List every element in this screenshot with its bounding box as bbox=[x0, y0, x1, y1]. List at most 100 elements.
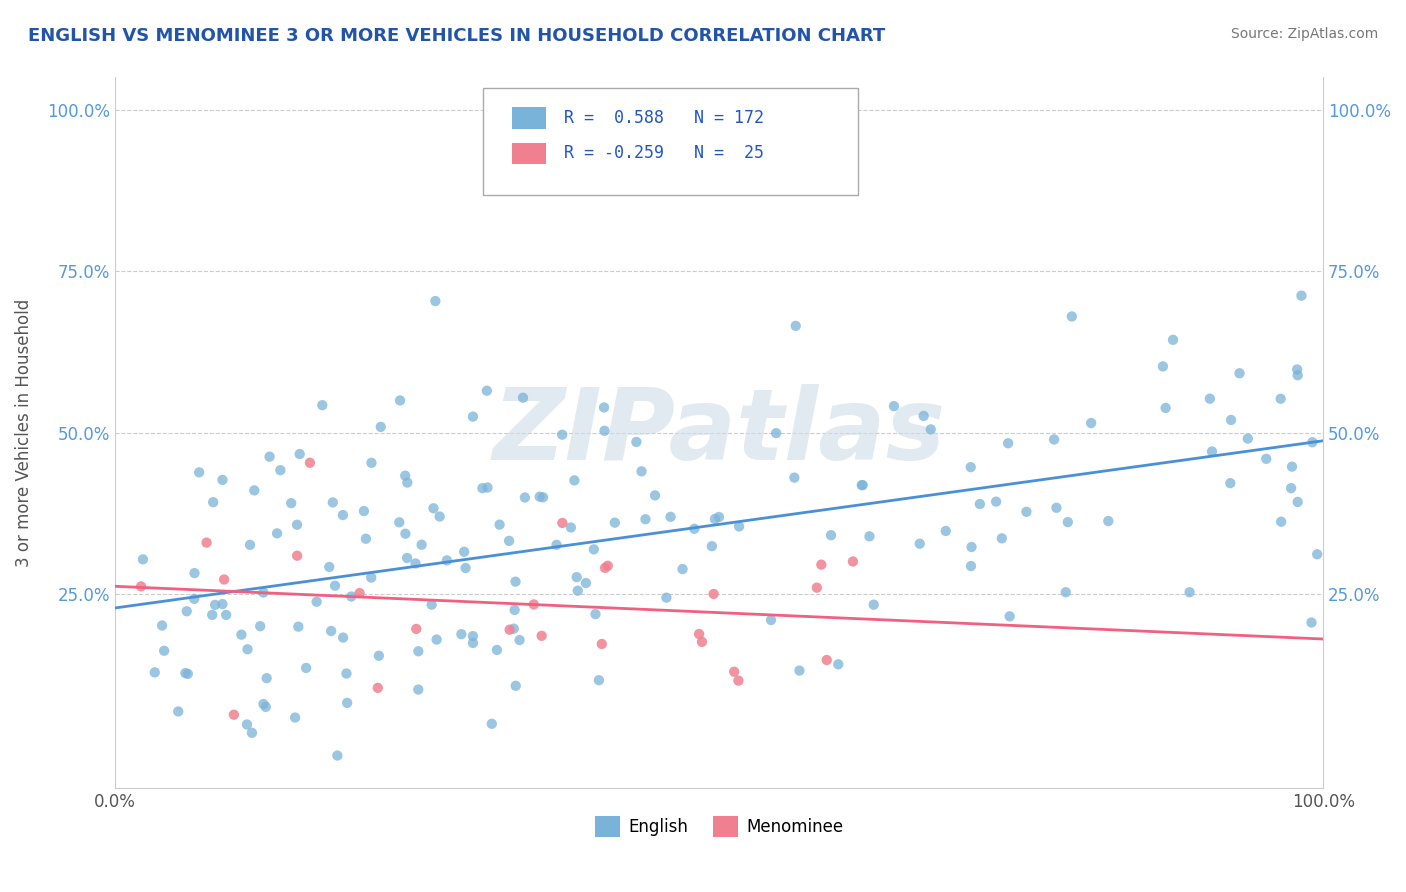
Point bbox=[1291, 288, 1313, 302]
FancyBboxPatch shape bbox=[484, 88, 858, 194]
Point bbox=[349, 586, 371, 600]
Point bbox=[475, 384, 498, 398]
Point bbox=[285, 517, 308, 532]
Point bbox=[425, 293, 447, 308]
Point bbox=[920, 422, 942, 436]
Point bbox=[280, 496, 302, 510]
Point bbox=[560, 520, 582, 534]
Point bbox=[596, 558, 619, 573]
Point bbox=[1054, 585, 1077, 599]
Point bbox=[1154, 401, 1177, 415]
Text: R = -0.259   N =  25: R = -0.259 N = 25 bbox=[564, 145, 765, 162]
Point bbox=[806, 581, 828, 595]
Point bbox=[176, 604, 198, 618]
Point bbox=[862, 598, 884, 612]
Point bbox=[323, 579, 346, 593]
Point bbox=[505, 679, 527, 693]
Point bbox=[634, 512, 657, 526]
Point bbox=[269, 463, 291, 477]
Point bbox=[259, 450, 281, 464]
Point bbox=[239, 538, 262, 552]
Point bbox=[222, 707, 245, 722]
Point bbox=[405, 622, 427, 636]
Point bbox=[240, 726, 263, 740]
FancyBboxPatch shape bbox=[512, 143, 546, 164]
Point bbox=[1286, 362, 1309, 376]
Point bbox=[626, 434, 648, 449]
Point bbox=[810, 558, 832, 572]
Point bbox=[436, 553, 458, 567]
Point bbox=[311, 398, 333, 412]
Point bbox=[388, 516, 411, 530]
Point bbox=[567, 583, 589, 598]
Point bbox=[789, 664, 811, 678]
Point bbox=[420, 598, 443, 612]
Point bbox=[243, 483, 266, 498]
Point bbox=[453, 545, 475, 559]
Point bbox=[195, 535, 218, 549]
Point bbox=[1301, 435, 1323, 450]
Point bbox=[485, 643, 508, 657]
Point bbox=[212, 573, 235, 587]
Point bbox=[394, 526, 416, 541]
Point bbox=[575, 576, 598, 591]
Point bbox=[461, 409, 484, 424]
Point bbox=[1198, 392, 1220, 406]
Point bbox=[765, 426, 787, 441]
Point bbox=[426, 632, 449, 647]
Point bbox=[322, 495, 344, 509]
Point bbox=[408, 644, 430, 658]
Point bbox=[353, 504, 375, 518]
Point bbox=[1236, 432, 1258, 446]
Point bbox=[582, 542, 605, 557]
Point bbox=[370, 420, 392, 434]
Point bbox=[405, 557, 427, 571]
Point bbox=[340, 590, 363, 604]
Point bbox=[503, 603, 526, 617]
Point bbox=[546, 538, 568, 552]
Point bbox=[211, 597, 233, 611]
Point bbox=[252, 585, 274, 599]
Point bbox=[132, 552, 155, 566]
Point bbox=[236, 642, 259, 657]
Point bbox=[231, 628, 253, 642]
Point bbox=[630, 464, 652, 478]
Point bbox=[551, 516, 574, 530]
Point bbox=[785, 318, 807, 333]
Point bbox=[1043, 433, 1066, 447]
Point bbox=[1220, 413, 1243, 427]
Point bbox=[565, 570, 588, 584]
Point bbox=[204, 598, 226, 612]
Point bbox=[295, 661, 318, 675]
Point bbox=[288, 447, 311, 461]
Point bbox=[284, 710, 307, 724]
Point bbox=[683, 522, 706, 536]
Point bbox=[659, 509, 682, 524]
Point bbox=[1301, 615, 1323, 630]
Point bbox=[326, 748, 349, 763]
Point bbox=[461, 636, 484, 650]
Point bbox=[1152, 359, 1174, 374]
Point bbox=[551, 427, 574, 442]
Point bbox=[298, 456, 321, 470]
Point bbox=[174, 666, 197, 681]
Point bbox=[529, 490, 551, 504]
Point bbox=[530, 629, 553, 643]
Text: ZIPatlas: ZIPatlas bbox=[492, 384, 945, 481]
Point bbox=[354, 532, 377, 546]
Point bbox=[211, 473, 233, 487]
Y-axis label: 3 or more Vehicles in Household: 3 or more Vehicles in Household bbox=[15, 299, 32, 566]
Point bbox=[318, 560, 340, 574]
Point bbox=[1097, 514, 1119, 528]
Point bbox=[129, 579, 152, 593]
Point bbox=[215, 607, 238, 622]
Point bbox=[783, 470, 806, 484]
Point bbox=[1178, 585, 1201, 599]
Point bbox=[254, 699, 277, 714]
Point bbox=[688, 627, 710, 641]
Point bbox=[690, 635, 713, 649]
Point bbox=[588, 673, 610, 688]
Point bbox=[183, 591, 205, 606]
Point bbox=[531, 491, 554, 505]
Point bbox=[883, 399, 905, 413]
